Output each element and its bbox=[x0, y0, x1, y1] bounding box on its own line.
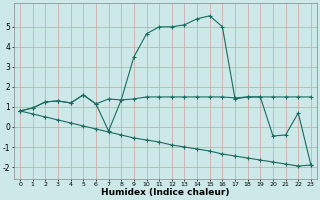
X-axis label: Humidex (Indice chaleur): Humidex (Indice chaleur) bbox=[101, 188, 230, 197]
